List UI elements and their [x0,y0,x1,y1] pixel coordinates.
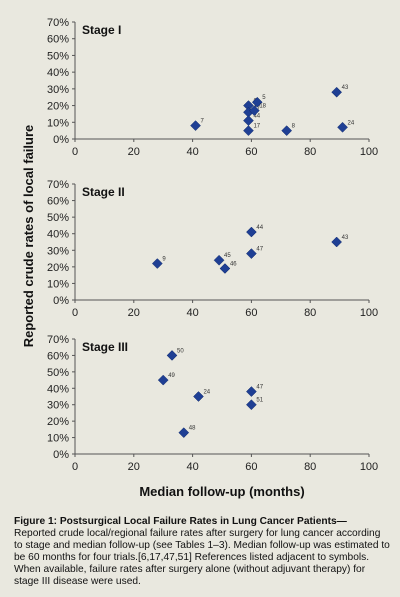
x-tick-label: 0 [72,461,78,473]
data-point-label: 45 [224,253,231,259]
y-tick-label: 60% [47,350,69,362]
data-point-label: 43 [342,85,349,91]
data-point-marker [213,254,225,266]
y-tick-label: 20% [47,262,69,274]
data-point-marker [337,121,348,133]
data-point-marker [193,391,204,402]
y-tick-label: 30% [47,84,69,96]
data-point-label: 48 [189,426,196,432]
panel-3: 0% 10% 20% 30% 40% 50% 60% 70% 0 20 40 60 80 100 Stage… [47,334,378,473]
y-tick-label: 0% [53,295,69,307]
y-tick-label: 10% [47,278,69,290]
x-tick-label: 60 [245,461,257,473]
x-tick-label: 40 [186,461,198,473]
data-point-marker [281,125,293,136]
data-point-marker [248,105,260,116]
x-tick-label: 80 [304,146,316,158]
data-point-marker [331,86,343,98]
data-point-label: 47 [256,385,263,391]
data-point-marker [157,374,169,386]
x-tick-label: 0 [72,146,78,158]
data-point-marker [178,427,190,438]
data-point-label: 50 [177,348,184,354]
y-tick-label: 40% [47,67,69,79]
x-tick-label: 20 [128,307,140,319]
data-point-marker [190,120,201,131]
y-tick-label: 70% [47,179,69,191]
y-tick-label: 50% [47,212,69,224]
data-point-label: 8 [292,124,296,130]
x-tick-label: 100 [360,146,378,158]
x-tick-label: 80 [304,307,316,319]
x-tick-label: 80 [304,461,316,473]
data-point-label: 24 [203,390,210,396]
data-point-label: 7 [201,119,205,125]
data-point-marker [166,350,178,361]
data-point-label: 44 [253,114,260,120]
data-point-marker [246,226,257,238]
y-tick-label: 0% [53,134,69,146]
data-point-label: 51 [256,398,263,404]
x-tick-label: 60 [245,307,257,319]
y-tick-label: 30% [47,245,69,257]
y-axis-label: Reported crude rates of local failure [21,125,36,348]
panel-title: Stage III [82,340,128,354]
y-tick-label: 50% [47,50,69,62]
data-point-label: 43 [342,235,349,241]
x-tick-label: 40 [186,146,198,158]
data-point-label: 9 [162,257,166,263]
y-tick-label: 40% [47,383,69,395]
y-tick-label: 70% [47,17,69,29]
caption-text: Reported crude local/regional failure ra… [14,528,390,587]
y-tick-label: 70% [47,334,69,346]
y-tick-label: 10% [47,433,69,445]
y-tick-label: 40% [47,229,69,241]
x-tick-label: 40 [186,307,198,319]
data-point-label: 46 [230,262,237,268]
data-point-marker [251,96,263,108]
data-point-label: 24 [348,120,355,126]
figure-caption: Figure 1: Postsurgical Local Failure Rat… [14,516,390,588]
panel-2: 0% 10% 20% 30% 40% 50% 60% 70% 0 20 40 60 80 100 Stage… [47,179,378,319]
x-tick-label: 100 [360,307,378,319]
data-point-marker [246,248,257,259]
x-tick-label: 20 [128,146,140,158]
data-point-label: 47 [256,247,263,253]
data-point-marker [243,125,254,136]
data-point-marker [246,386,257,397]
y-tick-label: 20% [47,101,69,113]
y-tick-label: 30% [47,400,69,412]
data-point-marker [243,115,254,126]
x-tick-label: 0 [72,307,78,319]
data-point-label: 17 [253,124,260,130]
data-point-label: 49 [168,373,175,379]
data-point-marker [219,263,231,274]
data-point-marker [331,236,343,248]
y-tick-label: 60% [47,34,69,46]
caption-title: Figure 1: Postsurgical Local Failure Rat… [14,516,347,527]
data-point-marker [246,399,257,411]
data-point-marker [151,258,163,269]
panel-title: Stage I [82,23,121,37]
x-tick-label: 100 [360,461,378,473]
y-tick-label: 50% [47,367,69,379]
y-tick-label: 20% [47,416,69,428]
x-tick-label: 60 [245,146,257,158]
data-point-label: 44 [256,225,263,231]
panel-1: 0% 10% 20% 30% 40% 50% 60% 70% 0 20 40 60 80 100 Stage… [47,17,378,158]
data-point-label: 5 [262,95,266,101]
y-tick-label: 60% [47,196,69,208]
y-tick-label: 0% [53,449,69,461]
x-axis-label: Median follow-up (months) [139,484,304,499]
y-tick-label: 10% [47,117,69,129]
x-tick-label: 20 [128,461,140,473]
data-point-label: 18 [259,104,266,110]
scatter-chart: 0%10%20%30%40%50%60%70%0 20 40 60 80 100Stage… [21,17,378,499]
panel-title: Stage II [82,185,125,199]
